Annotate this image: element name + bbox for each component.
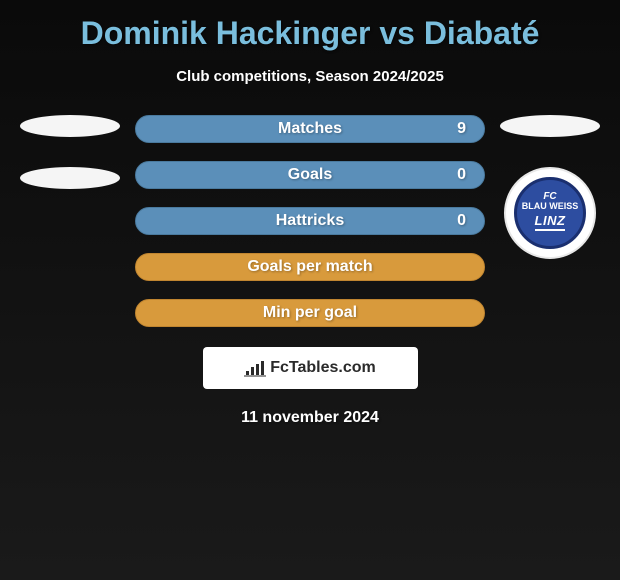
- stat-value: 0: [457, 212, 466, 230]
- player-placeholder-2: [20, 167, 120, 189]
- stat-value: 9: [457, 120, 466, 138]
- stat-label: Hattricks: [276, 212, 344, 230]
- stat-value: 0: [457, 166, 466, 184]
- player-placeholder-1: [20, 115, 120, 137]
- stat-bar-hattricks: Hattricks 0: [135, 207, 485, 235]
- stat-bar-goals: Goals 0: [135, 161, 485, 189]
- stat-bar-goals-per-match: Goals per match: [135, 253, 485, 281]
- badge-bottom-text: LINZ: [535, 213, 566, 231]
- stat-bar-matches: Matches 9: [135, 115, 485, 143]
- left-player-column: [15, 115, 125, 219]
- chart-icon: [244, 359, 266, 377]
- date-label: 11 november 2024: [241, 409, 379, 427]
- stats-column: Matches 9 Goals 0 Hattricks 0 Goals per …: [135, 115, 485, 327]
- club-badge: FC BLAU WEISS LINZ: [504, 167, 596, 259]
- stat-bar-min-per-goal: Min per goal: [135, 299, 485, 327]
- page-title: Dominik Hackinger vs Diabaté: [81, 15, 540, 52]
- badge-middle-text: BLAU WEISS: [522, 202, 579, 211]
- player-placeholder-3: [500, 115, 600, 137]
- stat-label: Goals per match: [247, 258, 372, 276]
- comparison-area: Matches 9 Goals 0 Hattricks 0 Goals per …: [0, 115, 620, 327]
- attribution-text: FcTables.com: [270, 359, 376, 377]
- club-badge-inner: FC BLAU WEISS LINZ: [514, 177, 586, 249]
- stat-label: Goals: [288, 166, 332, 184]
- page-subtitle: Club competitions, Season 2024/2025: [176, 68, 444, 85]
- stat-label: Matches: [278, 120, 342, 138]
- main-container: Dominik Hackinger vs Diabaté Club compet…: [0, 0, 620, 437]
- stat-label: Min per goal: [263, 304, 357, 322]
- attribution-box[interactable]: FcTables.com: [203, 347, 418, 389]
- right-player-column: FC BLAU WEISS LINZ: [495, 115, 605, 259]
